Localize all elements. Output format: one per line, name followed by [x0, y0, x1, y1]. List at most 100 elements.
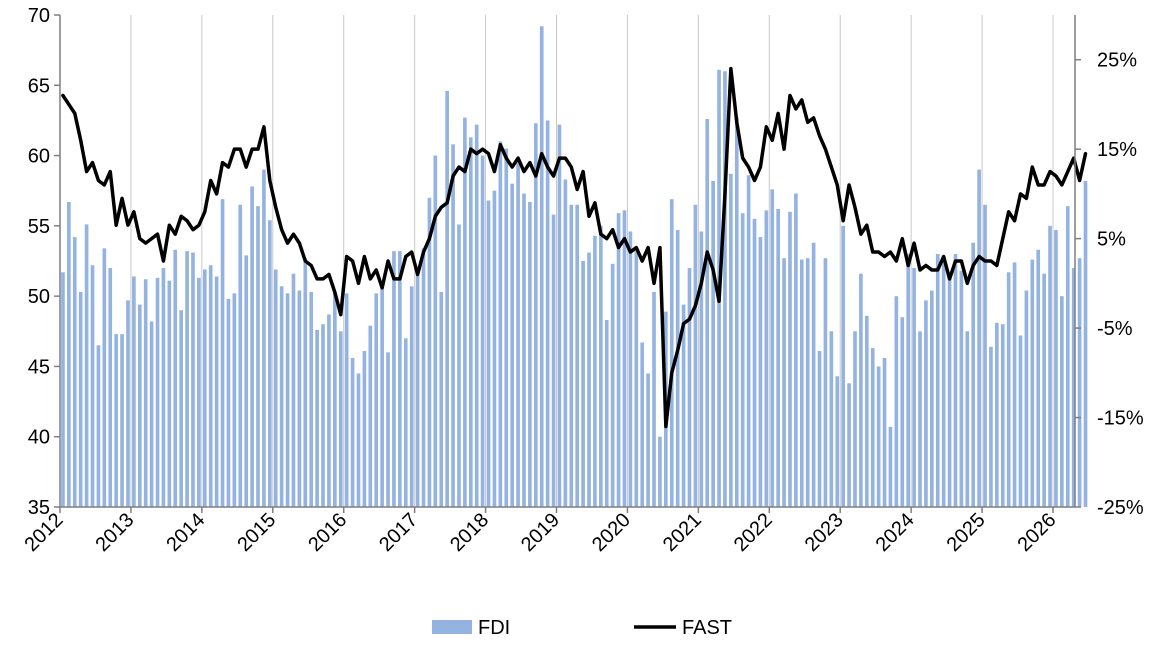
fdi-bar [137, 304, 142, 507]
fdi-bar [528, 201, 532, 507]
fdi-bar [297, 290, 302, 507]
fdi-bar [693, 204, 698, 507]
fdi-bar [474, 124, 479, 508]
x-axis-ticks: 2012 2013 2014 2015 2016 2017 2018 2019 2020 2021… [21, 507, 1061, 556]
fdi-bar [1054, 230, 1058, 507]
fdi-bar [191, 252, 195, 507]
fdi-bar [61, 272, 65, 507]
fdi-bar [67, 201, 71, 507]
right-tick-label: 5% [1097, 229, 1126, 251]
fdi-bar [84, 224, 89, 507]
fdi-bar [959, 270, 964, 507]
fdi-bar [468, 137, 473, 508]
fdi-bar [480, 155, 485, 507]
right-axis-ticks: 25% 15% 5% -5% -15% -25% [1075, 50, 1144, 519]
fdi-bar [291, 273, 296, 507]
x-tick-label: 2019 [517, 509, 564, 556]
left-tick-label: 45 [28, 356, 50, 378]
fdi-bar [989, 346, 993, 507]
fdi-bar [788, 211, 792, 508]
fdi-bar [427, 197, 432, 508]
fdi-bar [309, 291, 314, 507]
fdi-bar [888, 426, 893, 507]
left-tick-label: 70 [28, 5, 50, 27]
fdi-bar [463, 117, 467, 508]
fdi-bar [102, 248, 107, 507]
fdi-bar [640, 342, 645, 507]
fdi-bar [930, 290, 934, 507]
fdi-bar [669, 199, 674, 507]
fdi-bar [1012, 262, 1017, 507]
fdi-bar [226, 298, 231, 507]
fdi-bar [947, 277, 952, 507]
fdi-bar [829, 331, 834, 507]
fdi-bar [1071, 268, 1076, 507]
fdi-bar [581, 261, 585, 507]
fdi-bar [705, 119, 710, 508]
fdi-bar [114, 334, 118, 507]
fdi-bar [185, 251, 189, 507]
fdi-bar [368, 325, 373, 507]
fdi-bar [333, 293, 337, 507]
fdi-bar [108, 268, 113, 507]
x-tick-label: 2013 [91, 509, 138, 556]
fdi-bar [285, 293, 290, 507]
fdi-bar [776, 208, 780, 508]
fdi-bar [362, 350, 367, 507]
fdi-bar [652, 291, 656, 507]
fdi-bar [338, 331, 343, 507]
fdi-bar [321, 324, 325, 507]
fdi-bar [90, 265, 95, 507]
fdi-bar [746, 175, 751, 507]
fdi-bar [78, 291, 83, 507]
right-tick-label: -5% [1097, 318, 1133, 340]
x-tick-label: 2016 [304, 509, 351, 556]
fdi-bar [1018, 335, 1023, 507]
fdi-bar [315, 329, 319, 507]
fdi-bar [864, 315, 869, 507]
x-tick-label: 2021 [659, 509, 706, 556]
fdi-bar [132, 276, 136, 507]
left-tick-label: 60 [28, 146, 50, 168]
fdi-bar [587, 252, 591, 507]
fdi-bar [433, 155, 438, 507]
x-tick-label: 2017 [375, 509, 422, 556]
x-tick-label: 2018 [446, 509, 493, 556]
fdi-bar [912, 268, 916, 507]
fdi-bar [1030, 259, 1035, 507]
fdi-bar [539, 26, 544, 507]
fdi-bar [805, 258, 810, 507]
fdi-bar [628, 231, 633, 508]
fdi-bar [279, 286, 284, 507]
fdi-bar [646, 373, 650, 507]
fdi-bar [734, 117, 739, 508]
x-tick-label: 2024 [872, 509, 919, 556]
x-tick-label: 2023 [801, 509, 848, 556]
right-tick-label: -15% [1097, 408, 1144, 430]
fdi-bar [723, 71, 727, 507]
fdi-bar [356, 373, 361, 507]
fdi-bar [971, 242, 976, 508]
fdi-bar [593, 235, 597, 507]
fdi-bar [995, 322, 999, 507]
fdi-bar [504, 148, 509, 508]
fdi-bar [634, 251, 639, 507]
legend-fdi-swatch [432, 620, 472, 634]
fdi-bar [935, 253, 940, 507]
fdi-bar [268, 220, 272, 508]
fdi-bar [72, 237, 77, 507]
fdi-bar [906, 253, 911, 507]
fdi-bar [167, 280, 172, 507]
fdi-bar [492, 190, 497, 507]
fdi-bar [823, 258, 828, 507]
fdi-bar [516, 162, 520, 507]
axes [59, 15, 1076, 508]
fdi-bar [120, 334, 124, 507]
x-tick-label: 2014 [162, 509, 209, 556]
legend-fdi-label: FDI [478, 617, 510, 639]
fdi-bar [232, 293, 237, 507]
x-tick-label: 2026 [1014, 509, 1061, 556]
fdi-bar [782, 258, 786, 507]
fdi-bar [622, 210, 627, 507]
fdi-bar [220, 199, 225, 507]
